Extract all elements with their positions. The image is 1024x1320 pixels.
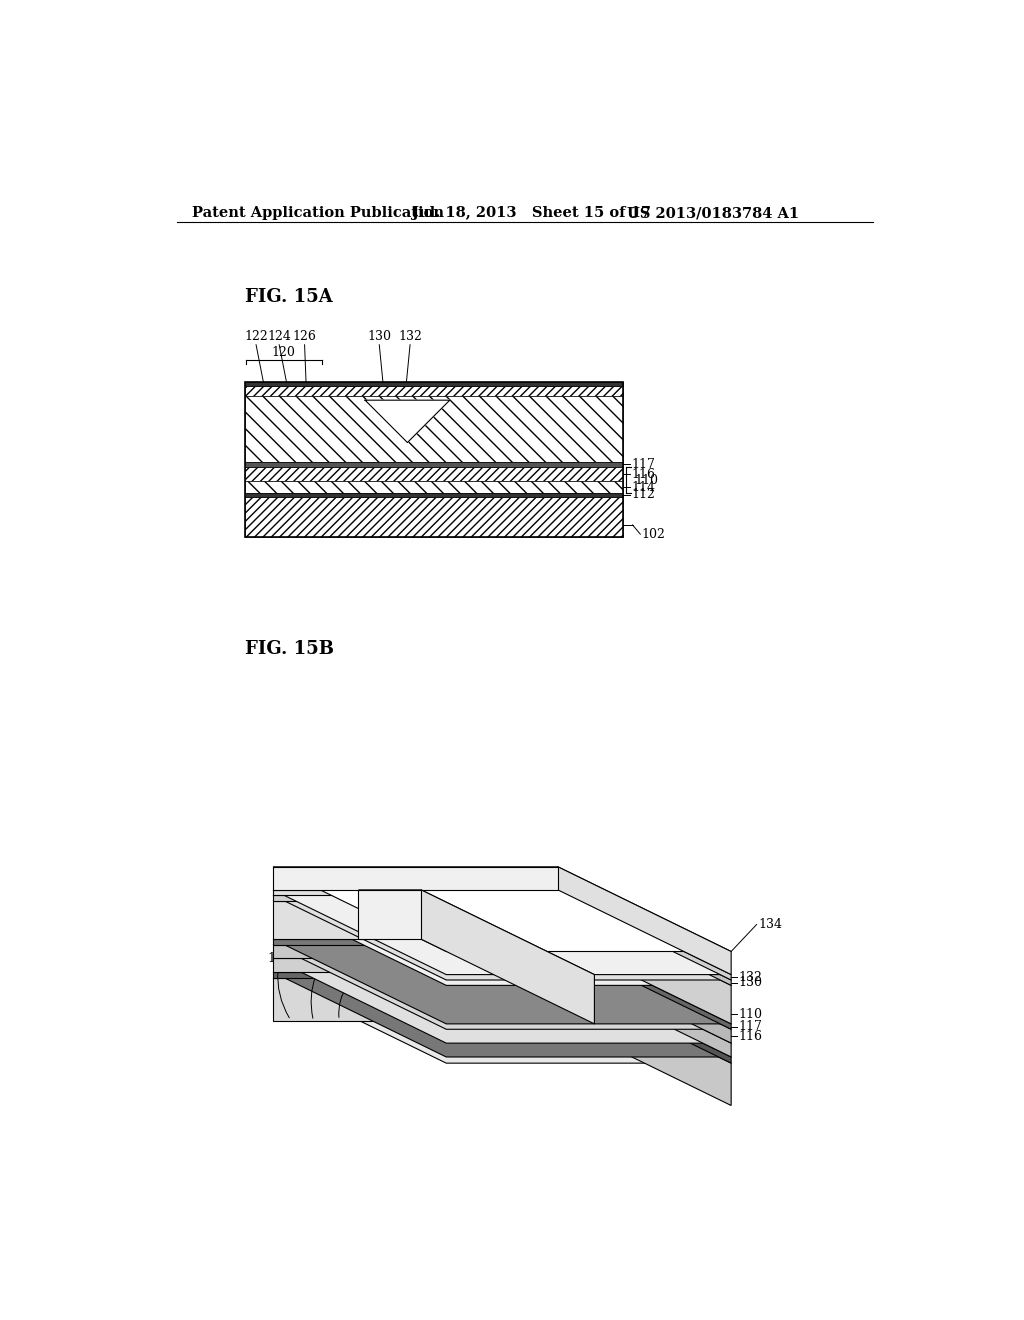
Text: 132: 132 xyxy=(739,970,763,983)
Text: 132: 132 xyxy=(398,330,422,343)
Bar xyxy=(245,498,624,537)
Polygon shape xyxy=(273,945,731,1030)
Text: 124: 124 xyxy=(267,330,291,343)
Text: 117: 117 xyxy=(739,1020,763,1034)
Polygon shape xyxy=(273,978,558,1020)
Text: 130: 130 xyxy=(368,330,391,343)
Bar xyxy=(245,494,624,498)
Polygon shape xyxy=(558,973,731,1063)
Text: 114: 114 xyxy=(477,972,522,995)
Text: 130: 130 xyxy=(739,977,763,989)
Polygon shape xyxy=(558,940,731,1030)
Text: FIG. 15A: FIG. 15A xyxy=(245,288,332,306)
Text: 122: 122 xyxy=(244,330,268,343)
Polygon shape xyxy=(273,895,731,979)
Text: FIG. 15B: FIG. 15B xyxy=(245,640,334,659)
Text: Jul. 18, 2013   Sheet 15 of 17: Jul. 18, 2013 Sheet 15 of 17 xyxy=(412,206,650,220)
Polygon shape xyxy=(558,900,731,1024)
Text: 124: 124 xyxy=(309,957,334,1018)
Polygon shape xyxy=(273,867,558,890)
Polygon shape xyxy=(558,895,731,985)
Polygon shape xyxy=(273,973,558,978)
Bar xyxy=(245,381,624,537)
Polygon shape xyxy=(273,940,731,1024)
Bar xyxy=(245,480,624,494)
Text: 134: 134 xyxy=(758,917,782,931)
Bar xyxy=(245,381,624,385)
Bar xyxy=(245,467,624,480)
Polygon shape xyxy=(558,945,731,1043)
Polygon shape xyxy=(273,940,558,945)
Bar xyxy=(245,396,624,462)
Polygon shape xyxy=(273,900,558,940)
Text: 114: 114 xyxy=(631,480,655,494)
Polygon shape xyxy=(558,978,731,1106)
Polygon shape xyxy=(273,958,731,1043)
Polygon shape xyxy=(273,900,731,985)
Text: 126: 126 xyxy=(293,330,316,343)
Text: 116: 116 xyxy=(631,467,655,480)
Polygon shape xyxy=(273,895,558,900)
Text: 102: 102 xyxy=(492,989,538,1031)
Bar xyxy=(245,462,624,467)
Polygon shape xyxy=(273,867,731,952)
Polygon shape xyxy=(273,890,558,895)
Text: Patent Application Publication: Patent Application Publication xyxy=(193,206,444,220)
Polygon shape xyxy=(558,890,731,979)
Text: 120: 120 xyxy=(271,346,296,359)
Polygon shape xyxy=(273,890,731,974)
Polygon shape xyxy=(273,978,731,1063)
Text: 120: 120 xyxy=(430,923,455,942)
Text: 112: 112 xyxy=(463,972,501,1002)
Polygon shape xyxy=(421,890,594,1024)
Text: 102: 102 xyxy=(642,528,666,541)
Text: 117: 117 xyxy=(631,458,655,471)
Text: 110: 110 xyxy=(739,1007,763,1020)
Text: 112: 112 xyxy=(631,488,655,502)
Text: 126: 126 xyxy=(267,952,292,1018)
Polygon shape xyxy=(358,890,421,940)
Text: US 2013/0183784 A1: US 2013/0183784 A1 xyxy=(628,206,800,220)
Polygon shape xyxy=(558,867,731,974)
Polygon shape xyxy=(558,958,731,1057)
Polygon shape xyxy=(366,400,450,442)
Text: 110: 110 xyxy=(484,911,510,932)
Text: 110: 110 xyxy=(634,474,658,487)
Polygon shape xyxy=(358,890,594,974)
Text: 122: 122 xyxy=(339,968,372,1018)
Text: 116: 116 xyxy=(739,1030,763,1043)
Polygon shape xyxy=(273,958,558,973)
Polygon shape xyxy=(273,973,731,1057)
Bar xyxy=(245,385,624,396)
Polygon shape xyxy=(273,945,558,958)
